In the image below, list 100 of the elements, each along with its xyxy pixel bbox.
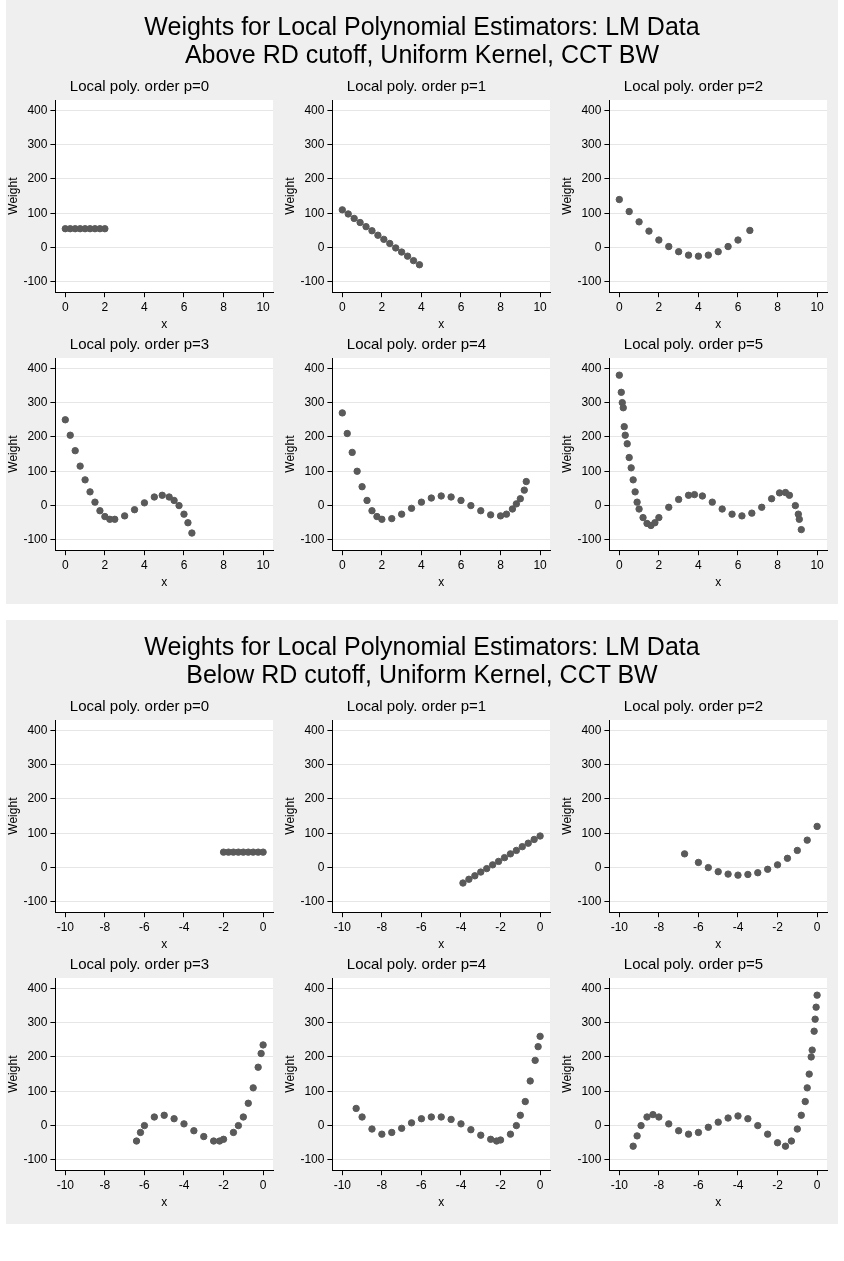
point <box>531 1056 539 1065</box>
x-tick-label: 2 <box>655 299 663 314</box>
point <box>368 1125 376 1133</box>
y-tick-label: -100 <box>300 894 325 909</box>
point <box>783 854 792 863</box>
point <box>358 483 366 491</box>
y-tick-label: 100 <box>27 825 48 840</box>
point <box>812 1003 820 1011</box>
point <box>471 872 479 880</box>
point <box>704 863 713 872</box>
chart-title: Local poly. order p=3 <box>69 335 210 353</box>
point <box>536 832 544 840</box>
point <box>718 505 726 513</box>
point <box>338 206 347 214</box>
y-tick-label: 300 <box>581 1014 602 1029</box>
point <box>175 501 183 510</box>
point <box>496 1136 505 1144</box>
point <box>516 495 525 503</box>
x-tick-label: -2 <box>495 919 507 934</box>
point <box>66 431 74 439</box>
y-axis-title: Weight <box>282 796 297 835</box>
point <box>344 210 352 218</box>
point <box>254 1063 262 1071</box>
point <box>810 1027 818 1035</box>
y-tick-label: 100 <box>304 1083 325 1098</box>
y-tick-label: 200 <box>304 1049 325 1064</box>
y-tick-label: 100 <box>304 463 325 478</box>
y-axis-title: Weight <box>559 796 574 835</box>
point <box>508 505 517 513</box>
point <box>714 868 722 876</box>
point <box>397 1124 406 1133</box>
point <box>348 448 356 457</box>
point <box>530 835 538 844</box>
x-tick-label: -10 <box>610 919 629 934</box>
x-tick-label: 4 <box>695 557 703 572</box>
x-tick-label: 0 <box>338 299 346 314</box>
y-tick-label: 400 <box>27 360 48 375</box>
x-tick-label: -4 <box>732 1177 744 1192</box>
point <box>651 519 659 527</box>
x-tick-label: 6 <box>180 557 188 572</box>
point <box>427 494 436 502</box>
point <box>130 506 139 514</box>
x-tick-label: -2 <box>218 919 230 934</box>
point <box>781 1142 790 1150</box>
point <box>795 515 804 524</box>
point <box>684 491 693 499</box>
y-tick-label: 300 <box>581 756 602 771</box>
point <box>811 1015 819 1023</box>
point <box>813 991 821 999</box>
point <box>427 1113 436 1121</box>
chart-title: Local poly. order p=4 <box>346 955 487 973</box>
text: Weights for Local Polynomial Estimators: LM Data <box>143 632 701 660</box>
point <box>356 218 364 227</box>
y-axis-title: Weight <box>282 176 297 215</box>
y-axis-title: Weight <box>559 176 574 215</box>
x-tick-label: -6 <box>139 1177 151 1192</box>
x-tick-label: 6 <box>734 299 742 314</box>
point <box>190 1127 198 1135</box>
x-tick-label: -8 <box>653 919 665 934</box>
point <box>793 846 802 855</box>
y-tick-label: 100 <box>27 1083 48 1098</box>
y-tick-label: 300 <box>27 136 48 151</box>
point <box>496 512 505 520</box>
x-tick-label: -6 <box>693 919 705 934</box>
point <box>209 1137 218 1145</box>
point <box>684 1130 693 1138</box>
point <box>388 514 396 523</box>
y-axis-title: Weight <box>5 1054 20 1093</box>
y-tick-label: 400 <box>581 980 602 995</box>
point <box>457 1120 465 1128</box>
point <box>457 496 465 505</box>
x-tick-label: -8 <box>376 919 388 934</box>
y-tick-label: 0 <box>40 497 48 512</box>
y-tick-label: 0 <box>594 239 602 254</box>
point <box>637 1121 645 1130</box>
point <box>674 248 683 256</box>
x-tick-label: -10 <box>333 1177 352 1192</box>
point <box>773 1139 782 1147</box>
y-axis-title: Weight <box>5 796 20 835</box>
point <box>229 1128 238 1137</box>
point <box>625 207 633 216</box>
point <box>744 870 752 879</box>
point <box>415 261 424 269</box>
x-tick-label: -10 <box>610 1177 629 1192</box>
y-tick-label: 100 <box>27 205 48 220</box>
point <box>807 1053 815 1061</box>
x-tick-label: 8 <box>774 299 782 314</box>
point <box>160 1111 168 1119</box>
y-tick-label: -100 <box>23 532 48 547</box>
point <box>748 509 756 517</box>
point <box>704 1123 713 1131</box>
point <box>184 519 192 527</box>
y-tick-label: 200 <box>27 791 48 806</box>
point <box>714 248 722 256</box>
point <box>734 871 742 879</box>
point <box>808 1046 816 1054</box>
point <box>617 388 625 397</box>
point <box>645 227 653 235</box>
point <box>477 507 485 515</box>
y-tick-label: -100 <box>23 1152 48 1167</box>
